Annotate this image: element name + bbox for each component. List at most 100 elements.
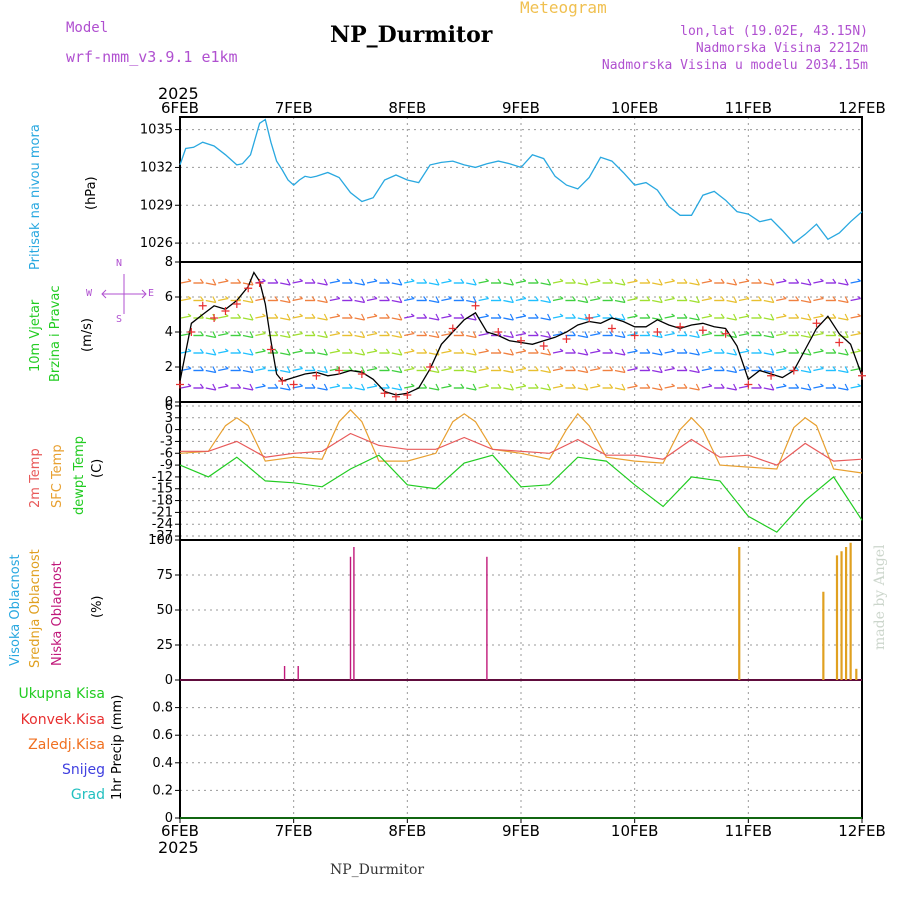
wind-barb: [807, 296, 812, 303]
wind-barb: [354, 282, 365, 286]
wind-barb: [180, 297, 192, 302]
wind-barb: [627, 367, 638, 372]
wind-barb: [857, 383, 861, 387]
wind-barb: [708, 296, 713, 299]
wind-barb: [559, 313, 564, 317]
wind-barb: [292, 315, 303, 319]
wind-barb: [658, 383, 663, 391]
wind-barb: [534, 278, 539, 284]
wind-barb: [329, 332, 340, 337]
wind-barb: [274, 331, 279, 336]
wind-barb: [664, 280, 675, 284]
compass-e: E: [148, 288, 155, 299]
wind-barb: [664, 315, 675, 319]
wind-barb: [652, 334, 663, 339]
wind-barb: [547, 313, 552, 321]
wind-barb: [373, 366, 378, 369]
x-tick-label-bottom: 12FEB: [838, 822, 885, 840]
wind-barb: [664, 385, 675, 389]
wind-barb: [361, 278, 366, 286]
wind-barb: [800, 282, 812, 286]
wind-barb: [844, 366, 849, 373]
wind-barb: [348, 278, 353, 284]
wind-barb: [448, 278, 452, 282]
wind-barb: [745, 366, 750, 369]
wind-barb: [485, 366, 489, 369]
wind-barb: [559, 296, 564, 299]
wind-barb: [311, 383, 316, 389]
wind-barb: [634, 366, 638, 369]
wind-barb: [577, 282, 588, 286]
wind-barb: [472, 383, 477, 391]
wind-barb: [757, 331, 762, 336]
wind-barb: [559, 366, 564, 369]
wind-barb: [689, 369, 700, 374]
wind-barb: [286, 366, 291, 373]
wind-barb: [237, 366, 242, 371]
wind-barb: [509, 331, 514, 338]
wind-barb: [577, 369, 588, 374]
wind-barb: [850, 332, 861, 337]
wind-barb: [844, 278, 849, 286]
wind-barb: [373, 278, 378, 282]
wind-barb: [286, 331, 291, 338]
wind-barb: [726, 299, 737, 304]
wind-barb: [311, 296, 316, 301]
wind-barb: [782, 313, 787, 317]
wind-barb: [485, 296, 489, 299]
wind-barb: [584, 278, 589, 286]
wind-barb: [609, 278, 614, 284]
wind-barb: [695, 278, 700, 286]
wind-barb: [683, 383, 688, 389]
wind-barb: [485, 313, 489, 317]
wind-barb: [652, 299, 663, 304]
wind-barb: [466, 282, 477, 286]
wind-barb: [242, 282, 254, 286]
wind-barb: [441, 367, 452, 372]
wind-barb: [733, 313, 738, 321]
legend-total-rain: Ukupna Kisa: [18, 686, 105, 702]
wind-barb: [280, 369, 291, 374]
y-tick-label: 0: [165, 395, 173, 410]
wind-barb: [428, 334, 440, 339]
legend-freezing-rain: Zaledj.Kisa: [28, 737, 105, 753]
wind-barb: [509, 313, 514, 321]
wind-barb: [652, 387, 663, 391]
y-tick-label: -12: [152, 470, 173, 485]
wind-barb: [534, 348, 539, 354]
wind-barb: [621, 348, 626, 356]
x-tick-label-bottom: 10FEB: [611, 822, 658, 840]
wind-barb: [292, 332, 303, 337]
y-tick-label: 6: [165, 399, 173, 414]
wind-barb: [701, 367, 712, 372]
wind-barb: [366, 297, 378, 302]
wind-barb: [237, 348, 242, 354]
compass-n: N: [116, 258, 123, 269]
wind-barb: [366, 385, 378, 389]
wind-barb: [199, 383, 204, 389]
wind-barb: [286, 348, 291, 356]
wind-barb: [726, 282, 737, 286]
wind-barb: [361, 348, 366, 356]
wind-barb: [614, 334, 626, 339]
wind-barb: [286, 383, 291, 391]
wind-barb: [596, 348, 601, 352]
wind-barb: [218, 350, 229, 354]
x-tick-label-bottom: 11FEB: [725, 822, 772, 840]
wind-barb: [323, 366, 328, 373]
wind-barb: [503, 369, 514, 374]
wind-barb: [547, 331, 552, 338]
wind-barb: [850, 315, 861, 319]
wind-barb: [596, 278, 601, 282]
wind-barb: [435, 366, 440, 373]
wind-barb: [428, 387, 440, 391]
wind-barb: [323, 348, 328, 356]
wind-barb: [857, 278, 861, 282]
wind-barb: [701, 280, 712, 284]
wind-barb: [800, 317, 812, 321]
wind-barb: [559, 383, 564, 387]
wind-gust-marker: [312, 371, 321, 380]
wind-barb: [497, 313, 502, 319]
x-tick-label-top: 9FEB: [502, 99, 540, 117]
wind-barb: [404, 367, 415, 372]
